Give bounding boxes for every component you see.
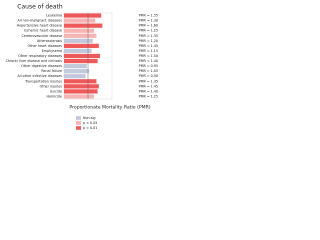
category-label: All other infective diseases <box>18 74 63 78</box>
value-label: PMR = 1.35 <box>139 34 158 38</box>
category-label: Transportation injuries <box>24 79 62 83</box>
value-label: PMR = 1.25 <box>139 29 158 33</box>
category-label: Leukemia <box>46 14 62 18</box>
value-label: PMR = 0.95 <box>139 64 158 68</box>
category-label: Emphysema <box>42 49 62 53</box>
bar <box>64 43 99 49</box>
legend-swatch <box>76 116 81 120</box>
value-label: PMR = 1.25 <box>139 94 158 98</box>
bar <box>64 28 94 33</box>
category-label: Renal failure <box>41 69 62 73</box>
bar <box>64 38 93 43</box>
value-label: PMR = 1.55 <box>139 14 158 18</box>
bar <box>64 69 90 74</box>
bar <box>64 53 100 59</box>
bar <box>64 48 92 54</box>
value-label: PMR = 1.30 <box>139 19 158 23</box>
chart-title: Cause of death <box>17 4 63 11</box>
bar <box>64 23 103 28</box>
value-label: PMR = 1.35 <box>139 79 158 83</box>
bar <box>64 33 97 38</box>
value-label: PMR = 1.50 <box>139 54 158 58</box>
bar <box>64 84 99 89</box>
category-label: Other respiratory diseases <box>18 54 62 58</box>
value-label: PMR = 1.45 <box>139 44 158 48</box>
value-label: PMR = 1.60 <box>139 24 158 28</box>
bar <box>64 94 94 99</box>
legend-swatch <box>76 126 81 130</box>
category-label: All non-malignant diseases <box>18 19 63 23</box>
bar <box>64 79 97 84</box>
category-label: Other injuries <box>40 84 63 88</box>
legend-label: Non-sig <box>83 116 96 120</box>
legend-swatch <box>76 121 81 125</box>
bar <box>64 18 96 23</box>
value-label: PMR = 1.05 <box>139 69 158 73</box>
value-label: PMR = 0.90 <box>139 74 158 78</box>
category-label: Ischemic heart disease <box>24 29 62 33</box>
category-label: Other heart diseases <box>28 44 63 48</box>
value-label: PMR = 1.20 <box>139 39 158 43</box>
legend-label: p < 0.05 <box>83 121 97 125</box>
value-label: PMR = 1.45 <box>139 84 158 88</box>
bar <box>64 89 98 94</box>
category-label: Other digestive diseases <box>21 64 62 68</box>
category-label: Hypertensive heart disease <box>17 24 62 28</box>
bar <box>64 63 87 69</box>
x-axis-label: Proportionate Mortality Ratio (PMR) <box>69 105 150 111</box>
chart: Cause of death Proportionate Mortality R… <box>6 4 158 131</box>
category-label: Atherosclerosis <box>37 39 62 43</box>
value-label: PMR = 1.40 <box>139 59 158 63</box>
legend-label: p < 0.01 <box>83 126 97 130</box>
category-label: Suicide <box>50 89 62 93</box>
category-label: Chronic liver disease and cirrhosis <box>6 59 63 63</box>
bar <box>64 58 98 64</box>
category-label: Homicide <box>47 94 62 98</box>
category-label: Cerebrovascular disease <box>22 34 63 38</box>
value-label: PMR = 1.40 <box>139 89 158 93</box>
bar <box>64 74 86 79</box>
value-label: PMR = 1.15 <box>139 49 158 53</box>
bar <box>64 13 102 18</box>
